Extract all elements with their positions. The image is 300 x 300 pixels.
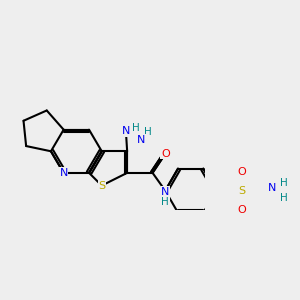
Text: N: N — [137, 135, 145, 145]
Text: H: H — [280, 193, 287, 203]
Text: H: H — [144, 127, 152, 137]
Text: O: O — [237, 205, 246, 215]
Text: O: O — [161, 149, 170, 159]
Text: N: N — [59, 168, 68, 178]
Text: H: H — [161, 197, 169, 207]
Text: H: H — [280, 178, 287, 188]
Text: N: N — [161, 187, 170, 197]
Text: N: N — [122, 126, 130, 136]
Text: S: S — [98, 181, 105, 190]
Text: S: S — [238, 186, 245, 196]
Text: N: N — [268, 183, 276, 193]
Text: O: O — [237, 167, 246, 177]
Text: H: H — [132, 123, 140, 134]
